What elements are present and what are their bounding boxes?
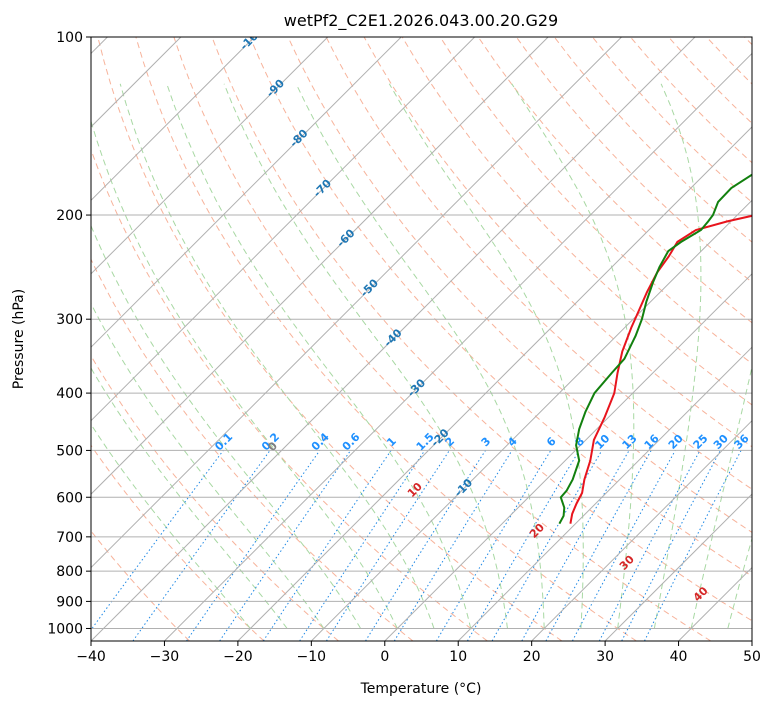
dewpoint-profile-line <box>558 173 752 525</box>
x-tick-label: −20 <box>223 649 253 665</box>
isotherm-line <box>91 37 549 495</box>
y-tick-label: 400 <box>56 386 83 402</box>
moist-adiabats <box>91 83 752 629</box>
mixing-ratio-line <box>521 450 630 641</box>
mixing-ratio-line <box>325 450 450 641</box>
moist-adiabat-line <box>727 536 752 629</box>
y-tick-label: 800 <box>56 564 83 580</box>
x-tick-label: −40 <box>76 649 106 665</box>
y-axis-label: Pressure (hPa) <box>11 289 27 389</box>
isotherm-line <box>91 37 329 275</box>
chart-title: wetPf2_C2E1.2026.043.00.20.G29 <box>284 11 558 31</box>
moist-adiabat-line <box>91 224 362 629</box>
isotherm-line <box>91 37 255 202</box>
y-tick-label: 500 <box>56 443 83 459</box>
mixing-ratio-line <box>219 450 352 641</box>
moist-adiabat-line <box>119 83 435 629</box>
mixing-ratio-line <box>91 450 224 631</box>
y-tick-label: 200 <box>56 208 83 224</box>
mixing-ratio-line <box>299 450 426 641</box>
isotherm-line <box>237 126 752 641</box>
mixing-ratio-line <box>186 450 321 641</box>
isotherm-line <box>91 37 402 348</box>
isotherm-line <box>604 493 752 641</box>
dry-adiabat-line <box>135 37 637 641</box>
mixing-ratio-lines <box>91 450 742 641</box>
isotherm-line <box>384 273 752 641</box>
mixing-ratio-line <box>545 450 652 641</box>
x-tick-label: 10 <box>449 649 467 665</box>
mixing-ratio-line <box>644 450 742 641</box>
isotherm-line <box>91 37 476 422</box>
isotherm-line <box>310 199 752 641</box>
x-tick-label: 40 <box>670 649 688 665</box>
y-tick-label: 900 <box>56 594 83 610</box>
isotherm-line <box>91 37 696 641</box>
mixing-ratio-line <box>393 450 513 641</box>
y-tick-label: 300 <box>56 312 83 328</box>
isotherm-line <box>531 419 752 641</box>
dry-adiabats <box>91 37 752 641</box>
x-tick-label: 50 <box>743 649 761 665</box>
dry-adiabat-line <box>91 258 414 641</box>
y-tick-label: 100 <box>56 30 83 46</box>
isotherm-line <box>164 52 752 641</box>
dry-adiabat-line <box>211 37 752 622</box>
moist-adiabat-line <box>166 83 472 629</box>
dry-adiabat-line <box>91 444 265 641</box>
temperature-profile-line <box>569 214 752 524</box>
isotherm-line <box>91 37 622 569</box>
moist-adiabat-line <box>223 83 508 629</box>
plot-frame <box>90 36 753 642</box>
moist-adiabat-line <box>91 423 251 629</box>
dry-adiabat-line <box>173 37 712 641</box>
dry-adiabat-line <box>363 37 752 448</box>
y-tick-label: 700 <box>56 530 83 546</box>
mixing-ratio-line <box>571 450 676 641</box>
x-tick-label: −30 <box>150 649 180 665</box>
moist-adiabat-line <box>91 119 398 629</box>
x-tick-label: 0 <box>380 649 389 665</box>
moist-adiabat-line <box>388 83 584 629</box>
dry-adiabat-line <box>91 354 339 641</box>
isotherm-line <box>457 346 752 641</box>
dry-adiabat-line <box>97 37 563 641</box>
pressure-gridlines <box>91 37 752 629</box>
y-tick-label: 600 <box>56 490 83 506</box>
mixing-ratio-line <box>262 450 392 641</box>
moist-adiabat-line <box>511 83 635 629</box>
y-axis-ticks: 1000 900 800 700 600 500 400 300 200 100 <box>47 30 91 637</box>
dry-adiabat-line <box>325 37 752 490</box>
dry-adiabat-line <box>249 37 752 577</box>
x-tick-label: −10 <box>297 649 327 665</box>
x-axis-label: Temperature (°C) <box>360 681 482 697</box>
y-tick-label: 1000 <box>47 621 83 637</box>
x-tick-label: 20 <box>523 649 541 665</box>
isotherms <box>91 37 752 641</box>
moist-adiabat-line <box>295 83 545 629</box>
moist-adiabat-line <box>91 367 288 629</box>
moist-adiabat-line <box>91 302 325 629</box>
moist-adiabat-line <box>653 83 702 629</box>
x-axis-ticks: −40 −30 −20 −10 0 10 20 30 40 50 <box>76 641 761 665</box>
x-tick-label: 30 <box>596 649 614 665</box>
